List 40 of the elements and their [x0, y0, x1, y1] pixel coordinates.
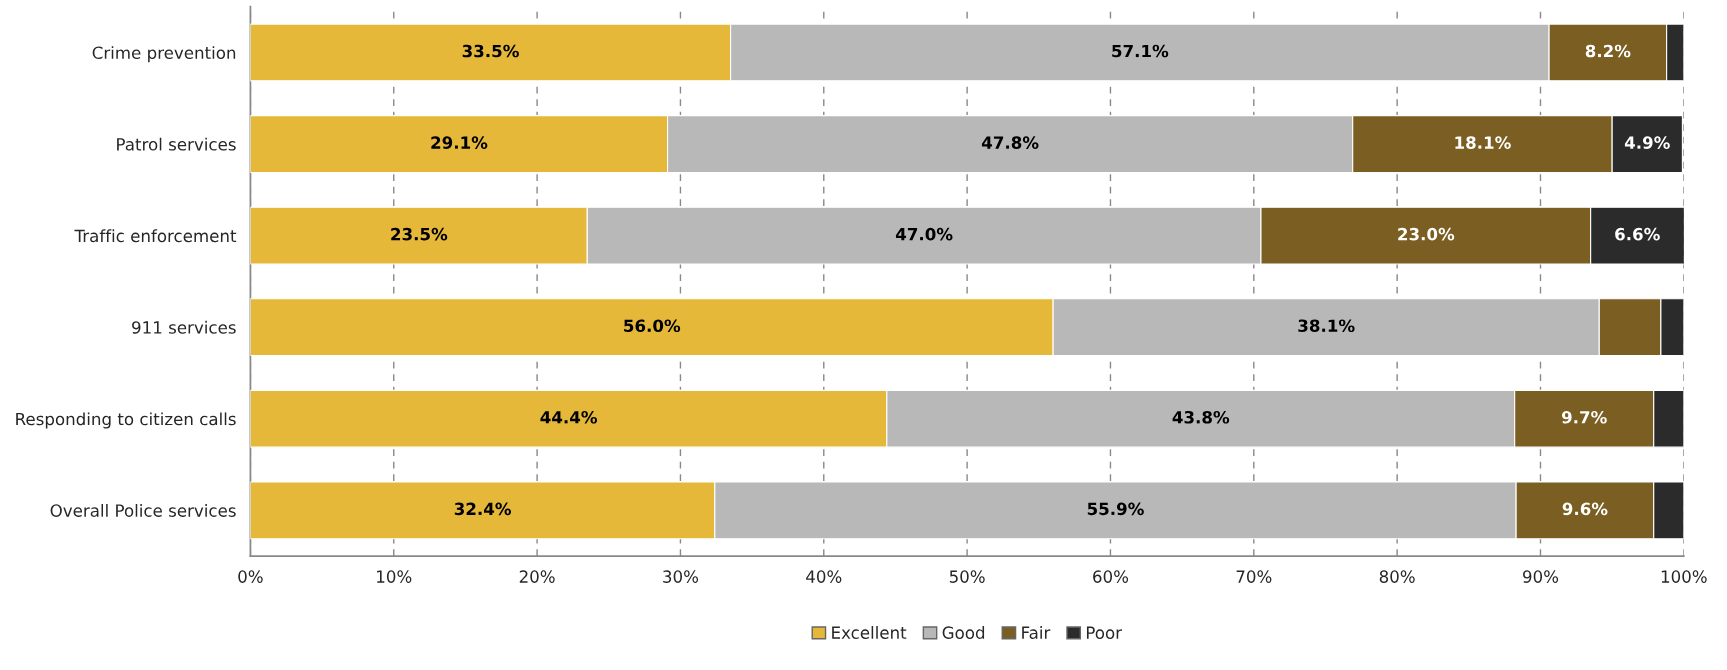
data-label: 44.4%: [540, 410, 598, 424]
y-tick-label: Patrol services: [117, 137, 236, 151]
x-tick-label: 0%: [238, 570, 263, 583]
legend-label: Poor: [1086, 626, 1123, 639]
data-label: 55.9%: [1087, 502, 1144, 516]
legend-label: Good: [942, 626, 985, 639]
x-tick-label: 90%: [1523, 570, 1559, 583]
y-tick-label: Traffic enforcement: [74, 229, 237, 243]
x-tick-label: 100%: [1661, 570, 1707, 583]
data-label: 38.1%: [1298, 319, 1355, 333]
x-tick-label: 60%: [1093, 570, 1129, 583]
data-label: 57.1%: [1112, 44, 1169, 58]
data-label: 4.9%: [1624, 136, 1670, 149]
y-tick-label: Responding to citizen calls: [16, 412, 236, 429]
x-tick-label: 40%: [806, 570, 842, 583]
data-label: 8.2%: [1585, 44, 1631, 58]
data-label: 23.5%: [391, 227, 448, 241]
data-label: 9.6%: [1562, 502, 1608, 516]
x-tick-label: 20%: [519, 570, 555, 583]
y-tick-label: Crime prevention: [92, 46, 236, 63]
data-label: 32.4%: [454, 502, 512, 516]
data-label: 43.8%: [1172, 410, 1230, 424]
x-tick-label: 10%: [377, 570, 412, 583]
x-tick-label: 70%: [1236, 570, 1272, 583]
x-tick-label: 50%: [949, 570, 985, 583]
y-tick-label: Overall Police services: [50, 503, 236, 517]
data-label: 56.0%: [624, 319, 681, 333]
x-tick-label: 30%: [663, 570, 699, 583]
data-label: 47.8%: [981, 136, 1039, 149]
data-label: 9.7%: [1561, 410, 1607, 424]
x-tick-label: 80%: [1379, 570, 1415, 583]
y-tick-label: 911 services: [132, 320, 236, 334]
data-label: 29.1%: [431, 136, 488, 149]
data-label: 6.6%: [1615, 227, 1660, 241]
data-label: 18.1%: [1455, 136, 1511, 149]
legend-label: Fair: [1022, 626, 1051, 639]
data-label: 33.5%: [462, 44, 519, 58]
data-label: 47.0%: [895, 227, 953, 241]
legend-label: Excellent: [832, 626, 907, 639]
data-label: 23.0%: [1398, 227, 1455, 241]
